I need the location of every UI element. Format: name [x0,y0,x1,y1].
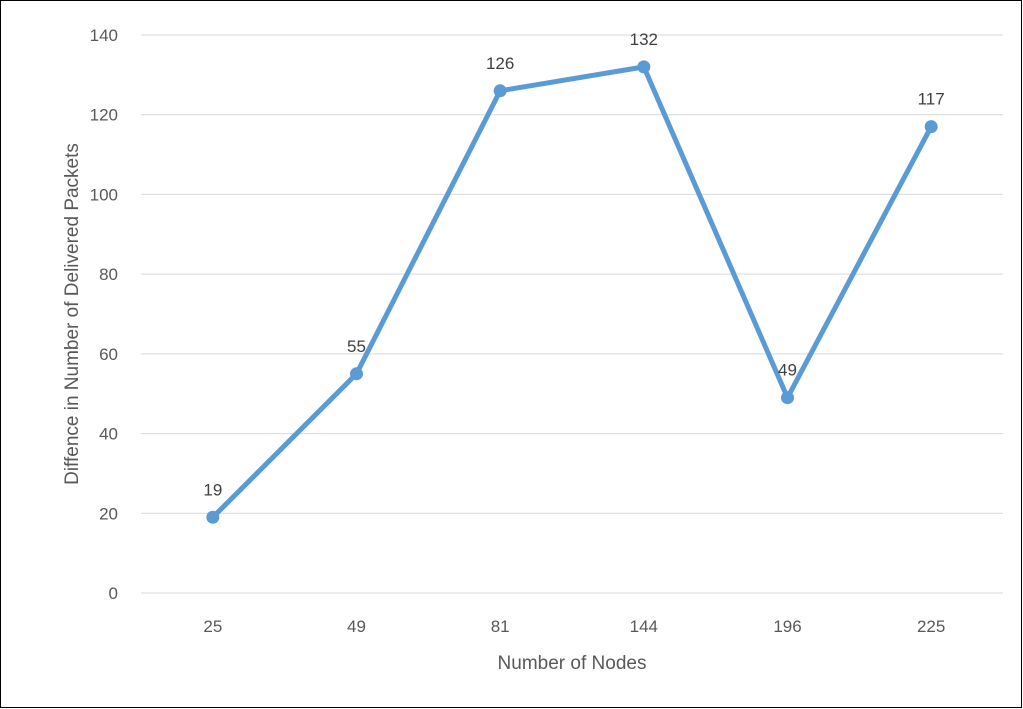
y-tick-label: 0 [109,584,118,603]
y-tick-label: 20 [99,504,118,523]
y-tick-label: 40 [99,425,118,444]
y-tick-label: 80 [99,265,118,284]
y-tick-label: 140 [90,26,118,45]
x-tick-label: 25 [203,617,222,636]
data-labels: 19 55 126 132 49 117 [203,30,944,499]
y-tick-label: 100 [90,185,118,204]
y-axis-title: Diffence in Number of Delivered Packets [62,143,83,485]
data-label: 19 [203,480,222,499]
data-point-marker [924,120,938,134]
series-line-group [206,60,938,524]
data-label: 55 [347,337,366,356]
y-tick-label: 60 [99,345,118,364]
x-tick-label: 196 [773,617,801,636]
y-tick-labels: 0 20 40 60 80 100 120 140 [90,26,118,603]
gridlines [141,34,1003,594]
data-point-marker [206,510,220,524]
data-point-marker [781,391,794,405]
data-label: 117 [918,90,945,109]
x-axis-title: Number of Nodes [498,653,647,674]
data-point-marker [493,84,507,98]
data-point-marker [637,60,651,74]
data-label: 49 [778,361,797,380]
data-label: 126 [486,54,514,73]
series-line [210,64,934,520]
x-tick-labels: 25 49 81 144 196 225 [203,617,945,636]
x-tick-label: 144 [630,617,658,636]
x-tick-label: 81 [491,617,510,636]
y-tick-label: 120 [90,106,118,125]
data-label: 132 [630,30,658,49]
x-tick-label: 49 [347,617,366,636]
x-tick-label: 225 [917,617,945,636]
data-point-marker [350,367,363,381]
